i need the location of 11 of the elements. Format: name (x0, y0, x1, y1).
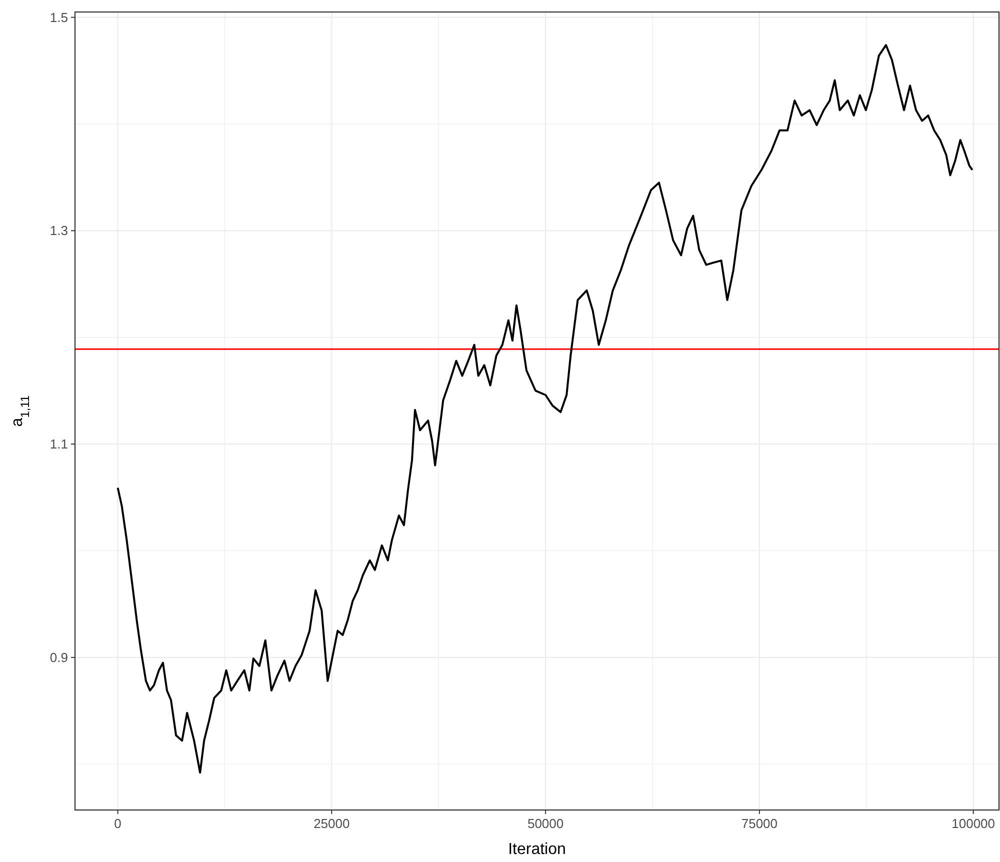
x-tick-label: 50000 (527, 816, 564, 831)
y-tick-label: 1.3 (50, 223, 68, 238)
x-tick-label: 100000 (952, 816, 996, 831)
x-tick-label: 75000 (741, 816, 778, 831)
line-series (116, 44, 974, 774)
y-tick-label: 0.9 (50, 650, 68, 665)
x-tick-label: 25000 (314, 816, 350, 831)
y-tick-label: 1.5 (50, 10, 68, 25)
x-tick-label: 0 (114, 816, 122, 831)
y-tick-label: 1.1 (50, 436, 68, 452)
x-axis-title: Iteration (508, 841, 566, 858)
